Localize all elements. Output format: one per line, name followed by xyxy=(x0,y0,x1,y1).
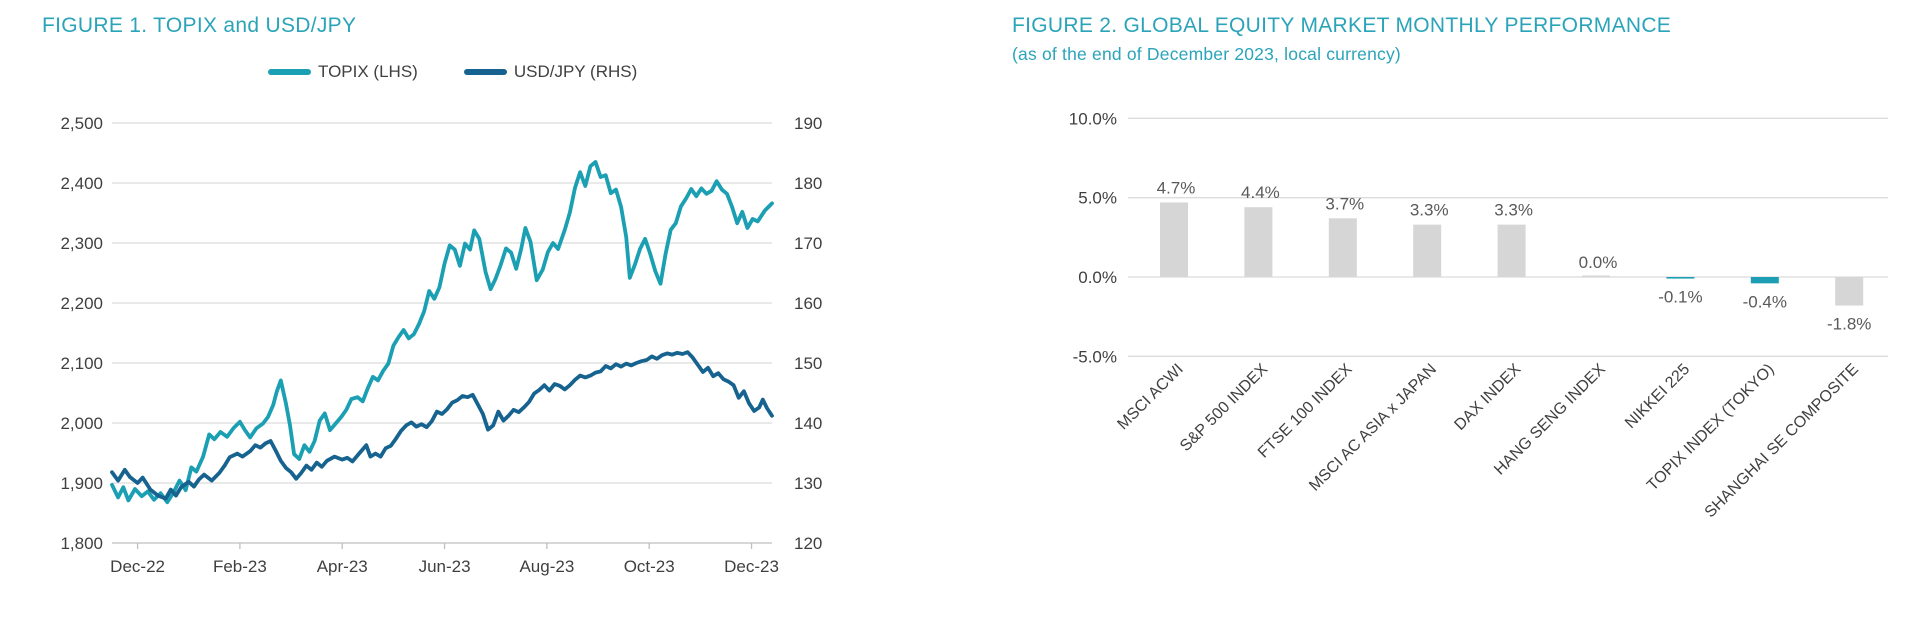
fig1-right-axis-label: 120 xyxy=(794,534,822,553)
fig1-x-axis-label: Jun-23 xyxy=(419,557,471,576)
bar-msci-ac-asia-x-japan xyxy=(1413,224,1442,277)
fig1-x-axis-label: Aug-23 xyxy=(519,557,574,576)
fig2-category-label: NIKKEI 225 xyxy=(1622,361,1693,432)
fig2-y-axis-label: 5.0% xyxy=(1078,189,1117,208)
bar-value-label: 4.7% xyxy=(1157,178,1196,197)
topix-line-swatch xyxy=(268,69,311,75)
fig1-right-axis-label: 140 xyxy=(794,414,822,433)
fig1-left-axis-label: 2,100 xyxy=(60,354,103,373)
fig1-right-axis-label: 170 xyxy=(794,234,822,253)
fig2-y-axis-label: -5.0% xyxy=(1073,347,1117,366)
fig2-y-axis-label: 10.0% xyxy=(1069,109,1117,128)
fig1-left-axis-label: 2,200 xyxy=(60,294,103,313)
fig1-right-axis-label: 130 xyxy=(794,474,822,493)
bar-value-label: 3.3% xyxy=(1494,201,1533,220)
bar-ftse-100-index xyxy=(1328,218,1357,277)
usdjpy-line-swatch xyxy=(463,69,507,75)
fig1-left-axis-label: 2,500 xyxy=(60,114,103,133)
fig2-category-label: DAX INDEX xyxy=(1451,361,1524,434)
bar-value-label: -0.4% xyxy=(1743,292,1787,311)
fig2-category-label: S&P 500 INDEX xyxy=(1177,361,1271,455)
legend-item-topix: TOPIX (LHS) xyxy=(268,62,418,82)
bar-shanghai-se-composite xyxy=(1835,277,1864,306)
bar-nikkei-225 xyxy=(1666,277,1695,279)
figure1-title: FIGURE 1. TOPIX and USD/JPY xyxy=(42,14,357,37)
figure2-title: FIGURE 2. GLOBAL EQUITY MARKET MONTHLY P… xyxy=(1012,14,1672,37)
usdjpy-legend-label: USD/JPY (RHS) xyxy=(513,62,638,81)
topix-legend-label: TOPIX (LHS) xyxy=(318,62,418,81)
fig2-y-axis-label: 0.0% xyxy=(1078,268,1117,287)
fig1-x-axis-label: Apr-23 xyxy=(317,557,368,576)
fig1-right-axis-label: 150 xyxy=(794,354,822,373)
bar-s-p-500-index xyxy=(1244,207,1273,277)
figure2-subtitle: (as of the end of December 2023, local c… xyxy=(1012,44,1401,64)
fig1-x-axis-label: Feb-23 xyxy=(213,557,267,576)
bar-hang-seng-index xyxy=(1582,275,1610,278)
usdjpy-line-series xyxy=(110,350,774,501)
bar-value-label: 3.7% xyxy=(1325,194,1364,213)
fig1-x-axis-label: Oct-23 xyxy=(624,557,675,576)
bar-topix-index-tokyo- xyxy=(1750,277,1779,284)
bar-dax-index xyxy=(1497,224,1526,277)
fig1-x-axis-label: Dec-23 xyxy=(724,557,779,576)
bar-value-label: -1.8% xyxy=(1827,315,1871,334)
fig1-left-axis-label: 1,900 xyxy=(60,474,103,493)
topix-line-series xyxy=(110,160,774,505)
bar-value-label: 0.0% xyxy=(1579,253,1618,272)
fig2-category-label: SHANGHAI SE COMPOSITE xyxy=(1702,361,1862,521)
figure1-legend: TOPIX (LHS) USD/JPY (RHS) xyxy=(268,62,637,82)
bar-value-label: -0.1% xyxy=(1658,288,1702,307)
fig1-left-axis-label: 2,300 xyxy=(60,234,103,253)
bar-value-label: 4.4% xyxy=(1241,183,1280,202)
fig1-x-axis-label: Dec-22 xyxy=(110,557,165,576)
fig2-category-label: MSCI ACWI xyxy=(1114,361,1186,433)
fig2-category-label: FTSE 100 INDEX xyxy=(1255,361,1356,462)
fig1-left-axis-label: 2,000 xyxy=(60,414,103,433)
fig1-left-axis-label: 2,400 xyxy=(60,174,103,193)
fig1-left-axis-label: 1,800 xyxy=(60,534,103,553)
bar-value-label: 3.3% xyxy=(1410,201,1449,220)
fig1-right-axis-label: 190 xyxy=(794,114,822,133)
fig1-right-axis-label: 180 xyxy=(794,174,822,193)
legend-item-usdjpy: USD/JPY (RHS) xyxy=(463,62,638,82)
fig1-right-axis-label: 160 xyxy=(794,294,822,313)
bar-msci-acwi xyxy=(1160,202,1188,277)
